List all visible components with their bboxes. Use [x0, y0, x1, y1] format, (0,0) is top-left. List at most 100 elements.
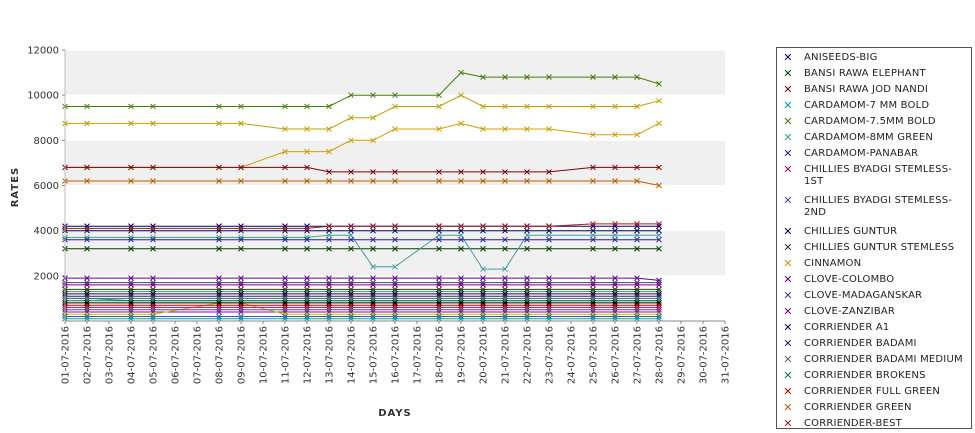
- data-point: [634, 245, 640, 252]
- data-point: [502, 126, 508, 132]
- data-point: [304, 309, 310, 315]
- data-point: [150, 164, 156, 171]
- data-point: [458, 295, 464, 302]
- data-point: [392, 223, 398, 230]
- data-point: [282, 282, 288, 288]
- data-point: [546, 74, 552, 80]
- data-point: [370, 306, 376, 313]
- data-point: [590, 164, 596, 171]
- legend-label: CHILLIES GUNTUR: [804, 226, 898, 237]
- legend-marker: ✕: [783, 385, 793, 398]
- data-point: [546, 103, 552, 110]
- data-point: [238, 227, 244, 234]
- data-point: [634, 300, 640, 306]
- data-point: [480, 282, 486, 288]
- data-point: [656, 302, 662, 309]
- data-point: [216, 120, 222, 127]
- legend-marker: ✕: [783, 131, 793, 144]
- data-point: [84, 286, 90, 293]
- data-point: [238, 120, 244, 127]
- data-point: [524, 291, 530, 297]
- data-point: [458, 306, 464, 313]
- data-point: [348, 306, 354, 313]
- series: [62, 69, 662, 110]
- data-point: [128, 178, 134, 184]
- y-tick-label: 8000: [34, 136, 59, 147]
- data-point: [370, 282, 376, 288]
- data-point: [656, 277, 662, 284]
- data-point: [348, 137, 354, 144]
- data-point: [150, 311, 156, 318]
- data-point: [128, 304, 134, 311]
- data-point: [546, 302, 552, 309]
- data-point: [502, 223, 508, 230]
- x-tick-label: 10-07-2016: [259, 326, 270, 384]
- data-point: [458, 275, 464, 281]
- data-point: [216, 286, 222, 293]
- data-point: [326, 227, 332, 234]
- data-point: [524, 306, 530, 313]
- data-point: [150, 288, 156, 295]
- data-point: [128, 245, 134, 252]
- data-point: [392, 92, 398, 99]
- data-point: [436, 245, 442, 252]
- data-point: [128, 315, 134, 322]
- data-point: [392, 279, 398, 286]
- data-point: [458, 69, 464, 76]
- data-point: [612, 131, 618, 138]
- data-point: [480, 300, 486, 306]
- data-point: [436, 169, 442, 175]
- data-point: [392, 297, 398, 304]
- data-point: [304, 286, 310, 293]
- data-point: [128, 291, 134, 297]
- data-point: [656, 291, 662, 297]
- data-point: [326, 293, 332, 300]
- data-point: [370, 275, 376, 281]
- data-point: [524, 282, 530, 288]
- series: [62, 92, 662, 132]
- data-point: [480, 288, 486, 295]
- data-point: [436, 302, 442, 309]
- data-point: [348, 232, 354, 239]
- legend-item: ✕ CLOVE-COLOMBO: [777, 273, 971, 289]
- data-point: [128, 282, 134, 288]
- series-line: [65, 166, 659, 173]
- data-point: [612, 279, 618, 286]
- data-point: [656, 309, 662, 315]
- legend-item: ✕ CHILLIES GUNTUR: [777, 225, 971, 241]
- data-point: [392, 311, 398, 318]
- data-point: [436, 293, 442, 300]
- data-point: [128, 223, 134, 230]
- data-point: [502, 309, 508, 315]
- data-point: [84, 315, 90, 322]
- data-point: [216, 279, 222, 286]
- data-point: [502, 313, 508, 320]
- data-point: [524, 223, 530, 230]
- data-point: [128, 227, 134, 234]
- data-point: [546, 291, 552, 297]
- data-point: [436, 227, 442, 234]
- data-point: [84, 295, 90, 302]
- legend-marker: ✕: [783, 401, 793, 414]
- data-point: [590, 275, 596, 281]
- data-point: [480, 236, 486, 243]
- data-point: [216, 313, 222, 320]
- data-point: [612, 286, 618, 293]
- data-point: [480, 227, 486, 234]
- data-point: [436, 92, 442, 99]
- data-point: [436, 309, 442, 315]
- data-point: [150, 282, 156, 288]
- data-point: [304, 300, 310, 306]
- data-point: [612, 304, 618, 311]
- data-point: [348, 223, 354, 230]
- legend-item: ✕ CORRIENDER BADAMI MEDIUM: [777, 353, 971, 369]
- data-point: [238, 103, 244, 110]
- data-point: [282, 304, 288, 311]
- data-point: [502, 295, 508, 302]
- data-point: [238, 225, 244, 232]
- data-point: [326, 275, 332, 281]
- data-point: [590, 297, 596, 304]
- data-point: [392, 103, 398, 110]
- data-point: [546, 293, 552, 300]
- data-point: [502, 291, 508, 297]
